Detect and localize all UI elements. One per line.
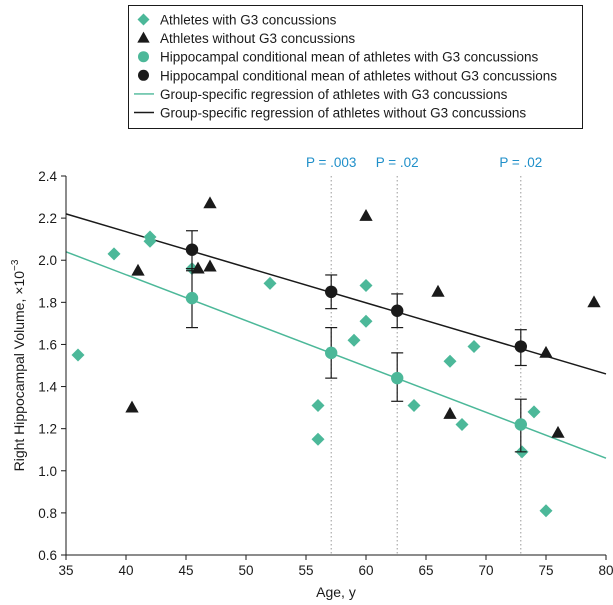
data-point-with-g3: [311, 399, 325, 413]
y-axis-label: Right Hippocampal Volume, ×10−3: [10, 259, 27, 471]
x-tick-label: 50: [238, 563, 253, 578]
data-point-with-g3: [311, 432, 325, 446]
x-tick-label: 65: [418, 563, 433, 578]
y-tick-label: 2.0: [38, 253, 57, 268]
legend-label: Group-specific regression of athletes wi…: [160, 106, 526, 121]
data-point-without-g3: [131, 263, 145, 276]
data-point-without-g3: [431, 284, 445, 297]
conditional-mean-with-g3: [185, 291, 199, 305]
legend-diamond-marker: [137, 13, 150, 26]
axes: 35 40 45 50 55 60 65 70 75 80 0.6 0.8 1.0 1.2 1.4 1.6 1.…: [10, 169, 613, 600]
legend-circle-marker: [138, 51, 149, 63]
x-axis-label: Age, y: [316, 584, 356, 600]
legend: Athletes with G3 concussions Athletes wit…: [128, 5, 583, 129]
data-point-with-g3: [143, 234, 157, 248]
conditional-mean-without-g3: [514, 340, 527, 353]
legend-label: Hippocampal conditional mean of athletes…: [160, 68, 557, 83]
p-value-label: P = .02: [376, 155, 419, 170]
data-point-with-g3: [347, 333, 361, 347]
x-tick-label: 80: [598, 563, 613, 578]
y-axis-label-text: Right Hippocampal Volume, ×10: [11, 271, 27, 472]
conditional-mean-with-g3: [514, 418, 527, 431]
data-point-with-g3: [443, 354, 457, 368]
data-point-with-g3: [407, 399, 421, 413]
y-tick-label: 1.6: [38, 337, 57, 352]
data-point-without-g3: [203, 196, 217, 209]
data-point-without-g3: [203, 259, 217, 272]
data-point-with-g3: [71, 348, 85, 362]
legend-label: Athletes with G3 concussions: [160, 13, 337, 28]
conditional-mean-without-g3: [391, 304, 404, 317]
data-point-without-g3: [443, 406, 457, 419]
legend-triangle-marker: [137, 31, 150, 43]
data-point-with-g3: [539, 504, 553, 518]
x-tick-label: 55: [298, 563, 313, 578]
data-point-without-g3: [551, 425, 565, 438]
data-point-with-g3: [359, 314, 373, 328]
data-point-without-g3: [125, 400, 139, 413]
conditional-mean-without-g3: [185, 243, 199, 256]
p-value-label: P = .02: [499, 155, 542, 170]
legend-label: Athletes without G3 concussions: [160, 31, 355, 46]
data-point-with-g3: [455, 417, 469, 431]
conditional-mean-with-g3: [391, 371, 404, 385]
legend-box: [128, 5, 583, 129]
y-axis-label-exponent: −3: [10, 259, 21, 271]
data-point-without-g3: [587, 295, 601, 308]
x-tick-label: 40: [118, 563, 133, 578]
data-point-with-g3: [107, 247, 121, 261]
data-point-with-g3: [359, 278, 373, 292]
y-tick-label: 0.6: [38, 548, 57, 563]
p-value-label: P = .003: [306, 155, 356, 170]
conditional-mean-with-g3: [325, 346, 338, 360]
y-tick-label: 2.2: [38, 211, 57, 226]
x-tick-label: 70: [478, 563, 493, 578]
y-tick-label: 0.8: [38, 506, 57, 521]
x-tick-label: 45: [178, 563, 193, 578]
y-tick-label: 1.4: [38, 380, 57, 395]
y-tick-label: 2.4: [38, 169, 57, 184]
legend-label: Hippocampal conditional mean of athletes…: [160, 50, 538, 65]
x-tick-label: 60: [358, 563, 373, 578]
data-point-with-g3: [467, 340, 481, 354]
data-point-without-g3: [359, 209, 373, 221]
x-tick-label: 35: [58, 563, 73, 578]
data-point-with-g3: [263, 276, 277, 290]
data-point-with-g3: [527, 405, 541, 419]
y-tick-label: 1.0: [38, 464, 57, 479]
y-tick-label: 1.2: [38, 422, 57, 437]
data-point-without-g3: [539, 345, 553, 358]
y-tick-label: 1.8: [38, 295, 57, 310]
legend-label: Group-specific regression of athletes wi…: [160, 87, 508, 102]
legend-circle-marker: [138, 69, 149, 81]
plot-area: P = .003 P = .02 P = .02: [65, 155, 607, 555]
x-tick-label: 75: [538, 563, 553, 578]
conditional-mean-without-g3: [325, 285, 338, 299]
